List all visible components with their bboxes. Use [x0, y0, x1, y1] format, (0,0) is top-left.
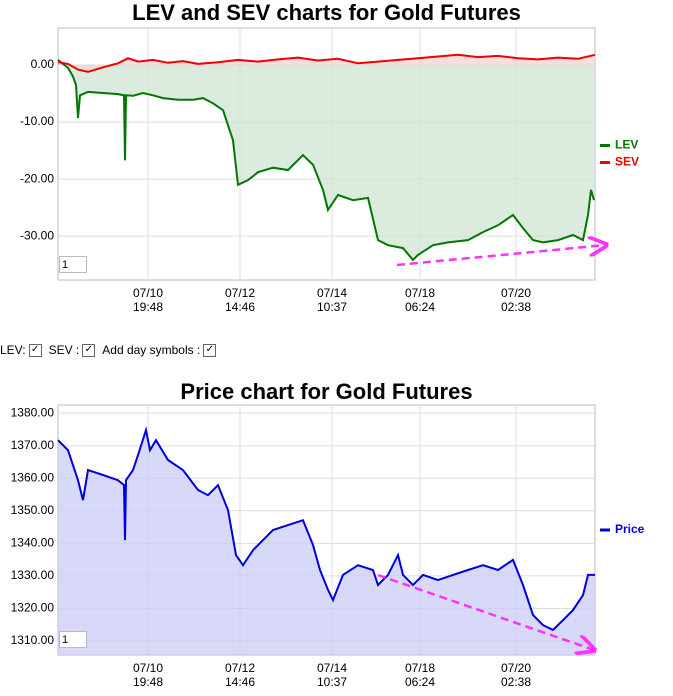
- y-tick-label: -30.00: [20, 228, 54, 242]
- checkbox[interactable]: ✓: [82, 343, 96, 357]
- x-tick-label: 07/10 19:48: [132, 286, 164, 314]
- x-tick-label: 07/20 02:38: [500, 661, 532, 689]
- area: [58, 54, 595, 72]
- x-tick-label: 07/18 06:24: [404, 286, 436, 314]
- controls: LEV: ✓ SEV : ✓ Add day symbols : ✓: [0, 343, 220, 357]
- chart-title: LEV and SEV charts for Gold Futures: [132, 0, 521, 25]
- x-tick-label: 07/14 10:37: [316, 286, 348, 314]
- checkbox[interactable]: ✓: [203, 343, 217, 357]
- y-tick-label: -20.00: [20, 171, 54, 185]
- area: [58, 430, 595, 655]
- label: SEV :: [48, 343, 80, 357]
- x-tick-label: 07/12 14:46: [224, 286, 256, 314]
- label: Add day symbols :: [102, 343, 201, 357]
- legend-label: SEV: [615, 155, 639, 169]
- checkbox[interactable]: ✓: [28, 343, 42, 357]
- y-tick-label: 1360.00: [11, 470, 55, 484]
- line: [57, 426, 595, 632]
- y-tick-label: -10.00: [20, 114, 54, 128]
- chart-title: Price chart for Gold Futures: [180, 379, 472, 404]
- x-tick-label: 07/12 14:46: [224, 661, 256, 689]
- y-tick-label: 0.00: [31, 57, 55, 71]
- legend-label: LEV: [615, 138, 638, 152]
- y-tick-label: 1320.00: [11, 601, 55, 615]
- x-tick-label: 07/20 02:38: [500, 286, 532, 314]
- area: [58, 59, 594, 261]
- legend-label: Price: [615, 522, 645, 536]
- line: [57, 59, 595, 262]
- x-tick-label: 07/18 06:24: [404, 661, 436, 689]
- y-tick-label: 1340.00: [11, 536, 55, 550]
- x-tick-label: 07/10 19:48: [132, 661, 164, 689]
- zoom-input[interactable]: 1: [59, 631, 87, 648]
- y-tick-label: 1330.00: [11, 568, 55, 582]
- zoom-input[interactable]: 1: [59, 256, 87, 273]
- y-tick-label: 1380.00: [11, 405, 55, 419]
- line: [57, 53, 596, 73]
- x-tick-label: 07/14 10:37: [316, 661, 348, 689]
- trend-arrow: [396, 245, 606, 267]
- y-tick-label: 1370.00: [11, 438, 55, 452]
- y-tick-label: 1310.00: [11, 633, 55, 647]
- label: LEV:: [0, 343, 26, 357]
- y-tick-label: 1350.00: [11, 503, 55, 517]
